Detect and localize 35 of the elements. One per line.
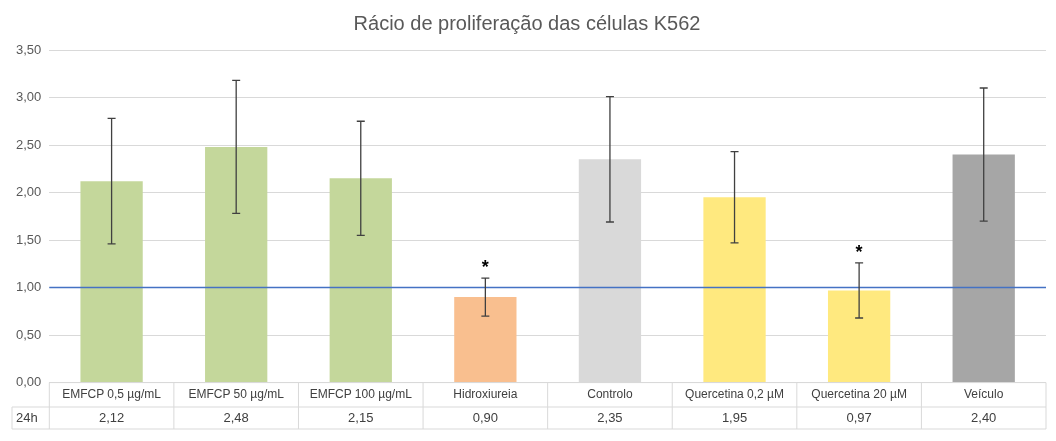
data-label: 2,48: [223, 409, 249, 425]
x-tick-label: Quercetina 20 µM: [811, 387, 907, 402]
bar: [454, 297, 517, 383]
x-tick-label: Quercetina 0,2 µM: [685, 387, 785, 402]
y-tick-label: 1,50: [15, 231, 42, 247]
data-label: 2,35: [597, 409, 623, 425]
x-tick-label: EMFCP 0,5 µg/mL: [62, 387, 162, 402]
data-label: 0,97: [846, 409, 872, 425]
bar: [329, 178, 392, 383]
annotation: *: [855, 241, 863, 262]
y-tick-label: 3,50: [15, 41, 42, 57]
bar: [703, 197, 766, 383]
x-tick-label: Controlo: [587, 387, 633, 402]
y-tick-label: 0,50: [15, 326, 42, 342]
legend-label: 24h: [16, 409, 38, 425]
annotation: *: [481, 257, 489, 278]
y-tick-label: 2,00: [15, 184, 42, 200]
x-tick-label: EMFCP 100 µg/mL: [309, 387, 413, 402]
bar: [952, 154, 1015, 383]
x-tick-label: EMFCP 50 µg/mL: [188, 387, 285, 402]
data-label: 2,40: [971, 409, 997, 425]
y-tick-label: 1,00: [15, 279, 42, 295]
data-label: 1,95: [721, 409, 748, 425]
x-tick-label: Veículo: [964, 387, 1004, 402]
data-label: 0,90: [472, 409, 499, 425]
data-label: 2,15: [348, 409, 374, 425]
y-tick-label: 2,50: [15, 136, 42, 152]
x-tick-label: Hidroxiureia: [453, 387, 518, 402]
y-tick-label: 0,00: [15, 374, 42, 390]
bar: [205, 146, 268, 383]
bar: [80, 181, 143, 383]
bar: [827, 290, 891, 383]
data-label: 2,12: [98, 409, 125, 425]
chart-title: Rácio de proliferação das células K562: [353, 11, 701, 34]
y-tick-label: 3,00: [15, 89, 42, 105]
